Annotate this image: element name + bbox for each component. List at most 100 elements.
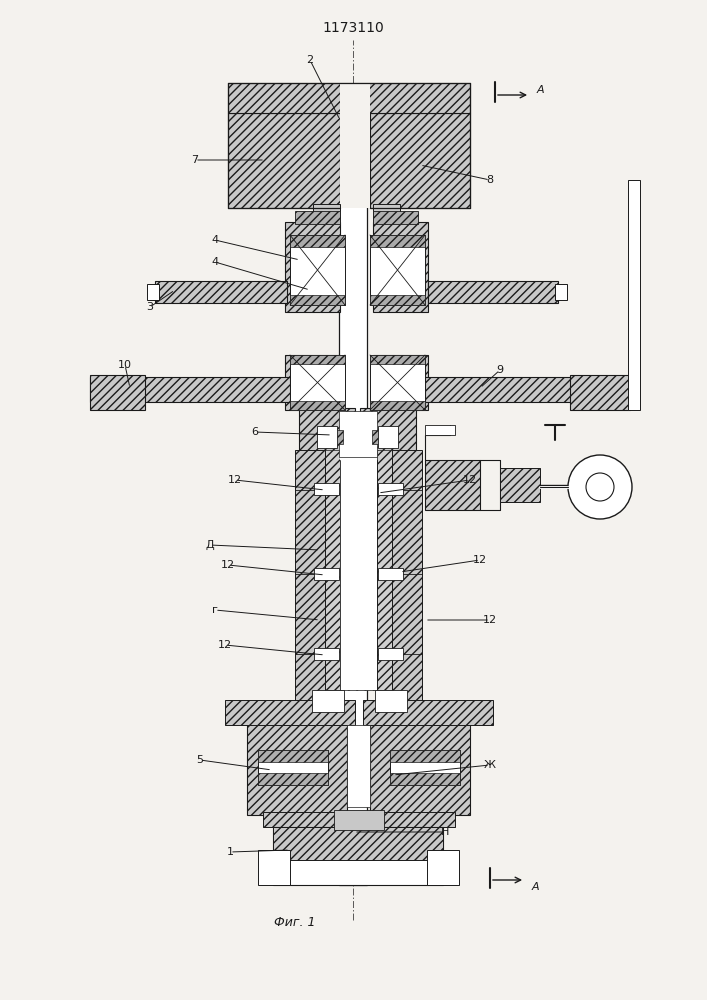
Bar [373, 355, 428, 410]
Bar [314, 648, 339, 660]
Bar [273, 827, 443, 860]
Bar [273, 827, 443, 885]
Bar [425, 460, 480, 510]
Bar [290, 235, 345, 247]
Bar [360, 408, 416, 460]
Bar [370, 710, 470, 815]
Text: 2: 2 [306, 55, 314, 65]
Bar [295, 211, 340, 224]
Bar [258, 850, 290, 885]
Bar [295, 450, 325, 710]
Bar [370, 235, 425, 305]
Bar [373, 211, 418, 224]
Text: 1: 1 [226, 847, 233, 857]
Bar [90, 377, 290, 402]
Bar [155, 281, 287, 303]
Circle shape [568, 455, 632, 519]
Text: 12: 12 [221, 560, 235, 570]
Bar [373, 204, 400, 222]
Bar [500, 468, 540, 502]
Bar [370, 355, 425, 364]
Text: 12: 12 [218, 640, 232, 650]
Bar [370, 355, 425, 410]
Bar [314, 483, 339, 495]
Text: г: г [212, 605, 218, 615]
Bar [258, 773, 328, 785]
Bar [378, 568, 403, 580]
Text: 6: 6 [252, 427, 259, 437]
Bar [285, 355, 340, 410]
Bar [247, 710, 347, 815]
Bar [317, 426, 337, 448]
Bar [258, 750, 328, 762]
Bar [314, 568, 339, 580]
Bar [339, 130, 367, 885]
Bar [347, 725, 370, 807]
Bar [392, 450, 422, 710]
Text: Д: Д [206, 540, 214, 550]
Bar [373, 222, 428, 312]
Text: 1173110: 1173110 [322, 21, 384, 35]
Bar [390, 773, 460, 785]
Text: 8: 8 [486, 175, 493, 185]
Bar [290, 355, 345, 364]
Bar [285, 222, 340, 312]
Bar [228, 113, 340, 208]
Text: А: А [531, 882, 539, 892]
Bar [390, 750, 460, 762]
Text: Н: Н [440, 827, 449, 837]
Bar [290, 355, 345, 410]
Bar [313, 204, 340, 222]
Bar [375, 690, 407, 712]
Text: 4: 4 [211, 235, 218, 245]
Bar [372, 430, 392, 444]
Text: 12: 12 [228, 475, 242, 485]
Text: 4: 4 [211, 257, 218, 267]
Circle shape [586, 473, 614, 501]
Bar [147, 284, 159, 300]
Bar [263, 812, 348, 827]
Bar [228, 83, 470, 113]
Text: 12: 12 [473, 555, 487, 565]
Text: 12: 12 [463, 475, 477, 485]
Bar [90, 375, 145, 410]
Bar [370, 295, 425, 305]
Bar [425, 425, 455, 435]
Bar [339, 450, 378, 690]
Bar [312, 690, 344, 712]
Bar [225, 700, 355, 725]
Bar [370, 401, 425, 410]
Bar [628, 180, 640, 410]
Bar [555, 284, 567, 300]
Text: 7: 7 [192, 155, 199, 165]
Bar [334, 810, 384, 830]
Bar [258, 750, 328, 785]
Bar [325, 450, 340, 690]
Bar [290, 401, 345, 410]
Bar [377, 450, 392, 690]
Bar [370, 235, 425, 247]
Text: Ж: Ж [484, 760, 496, 770]
Bar [340, 83, 370, 208]
Bar [378, 426, 398, 448]
Text: 3: 3 [146, 302, 153, 312]
Bar [339, 411, 377, 457]
Text: А: А [536, 85, 544, 95]
Bar [427, 850, 459, 885]
Bar [370, 812, 455, 827]
Bar [428, 281, 558, 303]
Bar [290, 235, 345, 305]
Bar [570, 375, 630, 410]
Bar [425, 377, 630, 402]
Bar [390, 750, 460, 785]
Text: 9: 9 [496, 365, 503, 375]
Bar [378, 648, 403, 660]
Text: 12: 12 [483, 615, 497, 625]
Text: 10: 10 [118, 360, 132, 370]
Bar [363, 700, 493, 725]
Bar [290, 295, 345, 305]
Bar [340, 450, 377, 690]
Bar [299, 408, 355, 460]
Bar [323, 430, 343, 444]
Text: 5: 5 [197, 755, 204, 765]
